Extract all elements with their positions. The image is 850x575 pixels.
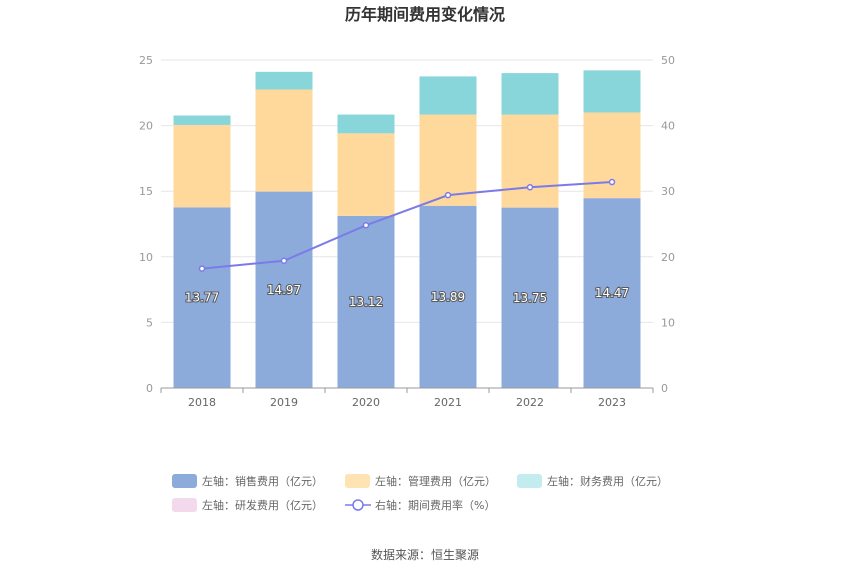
data-labels: 13.77 14.97 13.12 13.89 13.75 14.47 — [184, 282, 630, 310]
bar-segment-2023-s2 — [583, 70, 641, 113]
y-left-tick-label: 20 — [139, 120, 153, 133]
bar-series — [173, 70, 641, 388]
bar-segment-2020-s0 — [337, 215, 395, 388]
legend-label: 左轴：管理费用（亿元） — [375, 474, 496, 488]
y-right-tick-label: 0 — [661, 382, 668, 395]
y-left-tick-label: 25 — [139, 54, 153, 67]
legend-swatch — [172, 474, 197, 488]
bar-segment-2019-s1 — [255, 89, 313, 192]
x-tick-label-2022: 2022 — [516, 396, 544, 409]
legend-swatch — [517, 474, 542, 488]
x-axis: 2018 2019 2020 2021 2022 2023 — [160, 387, 654, 409]
legend-swatch — [172, 498, 197, 512]
y-left-tick-label: 0 — [146, 382, 153, 395]
bar-segment-2019-s0 — [255, 191, 313, 388]
bar-segment-2018-s2 — [173, 115, 231, 125]
rate-point-2020 — [362, 222, 370, 229]
bar-segment-2022-s2 — [501, 73, 559, 115]
chart-title: 历年期间费用变化情况 — [345, 5, 505, 24]
grid-lines — [161, 59, 653, 323]
data-label-2023: 14.47 — [595, 286, 629, 300]
source-note: 数据来源：恒生聚源 — [371, 547, 479, 562]
bar-segment-2023-s1 — [583, 112, 641, 199]
y-left-tick-label: 10 — [139, 251, 153, 264]
rate-point-2022 — [526, 184, 534, 191]
rate-point-2023 — [608, 178, 616, 186]
data-label-2021: 13.89 — [431, 290, 465, 304]
data-label-2018: 13.77 — [185, 291, 219, 305]
legend-item-0[interactable]: 左轴：销售费用（亿元） — [172, 474, 323, 488]
y-right-tick-label: 30 — [661, 185, 675, 198]
bar-segment-2023-s0 — [583, 198, 641, 388]
bar-segment-2022-s0 — [501, 207, 559, 388]
bar-segment-2021-s1 — [419, 114, 477, 206]
y-right-tick-label: 10 — [661, 316, 675, 329]
y-right-tick-label: 40 — [661, 120, 675, 133]
bar-segment-2019-s2 — [255, 71, 313, 90]
rate-line-path — [201, 181, 613, 270]
legend-item-1[interactable]: 左轴：管理费用（亿元） — [345, 474, 496, 488]
legend-item-4[interactable]: 右轴：期间费用率（%） — [345, 498, 495, 512]
data-label-2019: 14.97 — [267, 283, 301, 297]
legend-item-2[interactable]: 左轴：财务费用（亿元） — [517, 474, 668, 488]
rate-line — [198, 178, 616, 272]
legend-label: 左轴：销售费用（亿元） — [202, 474, 323, 488]
legend-label: 右轴：期间费用率（%） — [375, 498, 495, 512]
data-label-2020: 13.12 — [349, 295, 383, 309]
x-tick-label-2019: 2019 — [270, 396, 298, 409]
bar-segment-2018-s1 — [173, 124, 231, 208]
rate-point-2018 — [198, 265, 206, 272]
bar-segment-2018-s0 — [173, 207, 231, 388]
legend-marker — [352, 499, 364, 511]
y-left-tick-label: 5 — [146, 316, 153, 329]
bar-segment-2021-s2 — [419, 76, 477, 115]
x-tick-label-2020: 2020 — [352, 396, 380, 409]
y-axis-left: 0 5 10 15 20 25 — [139, 54, 153, 395]
legend-label: 左轴：财务费用（亿元） — [547, 474, 668, 488]
y-right-tick-label: 50 — [661, 54, 675, 67]
data-label-2022: 13.75 — [513, 291, 547, 305]
x-tick-label-2018: 2018 — [188, 396, 216, 409]
legend-swatch — [345, 474, 370, 488]
y-right-tick-label: 20 — [661, 251, 675, 264]
bar-segment-2020-s2 — [337, 114, 395, 134]
x-tick-label-2021: 2021 — [434, 396, 462, 409]
bar-segment-2020-s1 — [337, 133, 395, 216]
legend-label: 左轴：研发费用（亿元） — [202, 498, 323, 512]
rate-point-2019 — [280, 257, 288, 264]
legend-item-3[interactable]: 左轴：研发费用（亿元） — [172, 498, 323, 512]
legend[interactable]: 左轴：销售费用（亿元） 左轴：管理费用（亿元） 左轴：财务费用（亿元） 左轴：研发费用… — [172, 474, 668, 512]
bar-segment-2021-s0 — [419, 205, 477, 388]
rate-point-2021 — [444, 191, 452, 199]
y-axis-right: 0 10 20 30 40 50 — [661, 54, 675, 395]
x-tick-label-2023: 2023 — [598, 396, 626, 409]
bar-segment-2022-s1 — [501, 114, 559, 208]
y-left-tick-label: 15 — [139, 185, 153, 198]
